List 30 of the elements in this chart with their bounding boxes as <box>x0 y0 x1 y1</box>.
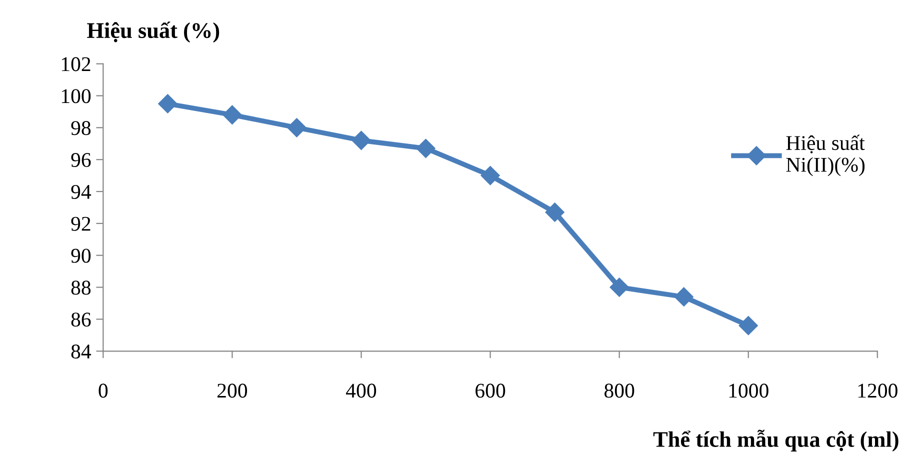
y-tick-label: 98 <box>71 121 91 136</box>
x-tick-label: 400 <box>346 384 376 398</box>
x-tick-label: 1000 <box>729 384 768 398</box>
y-tick-label: 100 <box>62 89 91 104</box>
point <box>287 118 306 138</box>
y-tick-label: 88 <box>71 280 91 295</box>
x-axis-title: Thể tích mẫu qua cột (ml) <box>653 430 898 452</box>
y-tick-label: 94 <box>71 184 92 199</box>
x-tick-label: 200 <box>217 384 248 398</box>
point <box>610 278 629 297</box>
point <box>158 94 178 114</box>
y-tick-label: 84 <box>71 344 92 359</box>
x-tick-label: 600 <box>476 384 506 398</box>
y-axis-title: Hiệu suất (%) <box>87 22 220 43</box>
x-tick-label: 800 <box>604 384 634 398</box>
point <box>738 316 758 336</box>
y-tick-label: 102 <box>62 57 90 72</box>
y-tick-label: 96 <box>71 153 91 168</box>
point <box>545 202 564 222</box>
point <box>480 166 500 186</box>
y-tick-label: 90 <box>71 248 91 263</box>
x-tick-label: 1200 <box>858 384 898 398</box>
x-tick-label: 0 <box>98 384 108 398</box>
point <box>416 138 436 158</box>
legend-label: Hiệu suất Ni(II)(%) <box>786 134 865 176</box>
point <box>352 130 371 150</box>
point <box>222 105 242 124</box>
point <box>674 287 694 306</box>
y-tick-label: 92 <box>71 216 90 231</box>
y-tick-label: 86 <box>71 312 91 327</box>
